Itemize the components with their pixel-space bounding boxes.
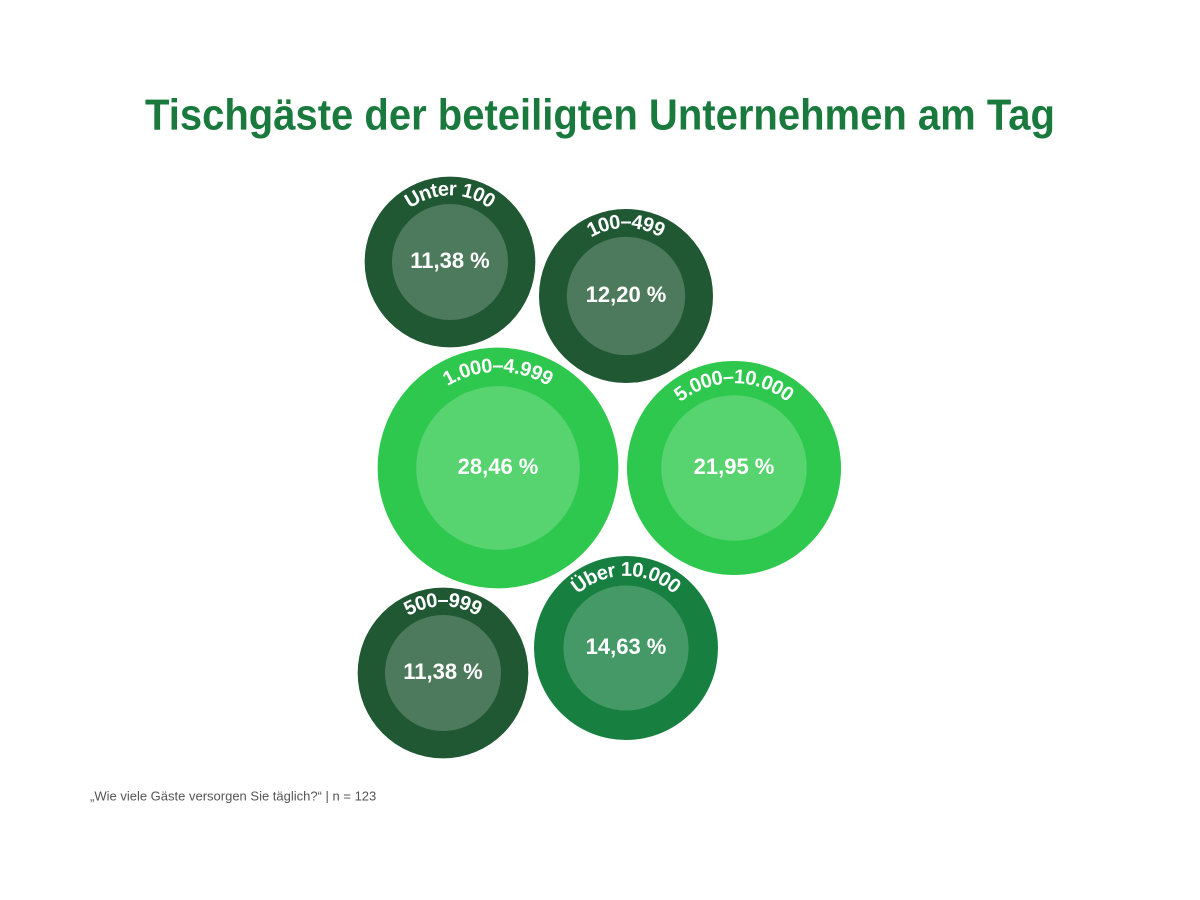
bubble (377, 347, 619, 589)
bubble-group: 14,63 %Über 10.000 (534, 556, 718, 740)
bubble (364, 176, 536, 348)
bubble-inner (563, 585, 689, 711)
value-label: 11,38 % (403, 659, 483, 684)
bubble-inner (391, 203, 509, 321)
bubble (538, 208, 714, 384)
bubble-group: 11,38 %500–999 (357, 587, 529, 759)
bubble (627, 361, 841, 575)
bubble (534, 556, 718, 740)
bubble-inner (416, 386, 580, 550)
value-label: 14,63 % (586, 634, 667, 659)
value-label: 28,46 % (458, 454, 539, 479)
bubble-group: 21,95 %5.000–10.000 (627, 361, 841, 575)
bubble-group: 12,20 %100–499 (538, 208, 714, 384)
footnote: „Wie viele Gäste versorgen Sie täglich?“… (90, 788, 376, 803)
value-label: 11,38 % (410, 248, 490, 273)
bubble-group: 11,38 %Unter 100 (364, 176, 536, 348)
bubble-inner (384, 614, 502, 732)
chart-title: Tischgäste der beteiligten Unternehmen a… (145, 91, 1055, 140)
bubble-inner (566, 236, 686, 356)
value-label: 12,20 % (586, 282, 667, 307)
bubble-inner (661, 395, 807, 541)
bubble (357, 587, 529, 759)
bubble-group: 28,46 %1.000–4.999 (377, 347, 619, 589)
value-label: 21,95 % (694, 454, 775, 479)
